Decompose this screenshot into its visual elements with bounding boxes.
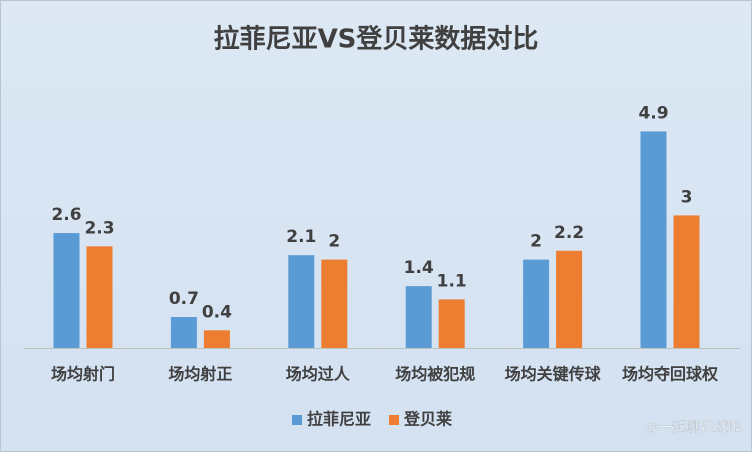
- bar: [86, 246, 113, 348]
- bar: [170, 317, 197, 348]
- bar: [53, 233, 80, 348]
- value-label: 1.4: [404, 258, 434, 278]
- value-label: 2.6: [51, 205, 81, 225]
- chart-title: 拉菲尼亚VS登贝莱数据对比: [214, 24, 539, 55]
- legend-label: 登贝莱: [403, 410, 452, 429]
- x-tick-label: 场均关键传球: [505, 365, 602, 384]
- bar: [523, 259, 550, 348]
- x-tick-label: 场均被犯规: [395, 365, 475, 384]
- bar: [405, 286, 432, 348]
- legend-swatch: [389, 415, 400, 425]
- x-tick-label: 场均射正: [168, 365, 232, 384]
- value-label: 1.1: [437, 271, 467, 291]
- bar: [288, 255, 315, 348]
- value-label: 0.4: [202, 302, 232, 322]
- value-label: 3: [681, 187, 693, 207]
- bar: [640, 131, 667, 348]
- x-tick-label: 场均夺回球权: [622, 365, 719, 384]
- bar: [321, 259, 348, 348]
- bar: [438, 299, 465, 348]
- value-label: 2: [530, 232, 542, 252]
- x-tick-label: 场均过人: [286, 365, 351, 384]
- value-label: 2.1: [286, 227, 316, 247]
- bar: [203, 330, 230, 348]
- x-tick-label: 场均射门: [51, 365, 115, 384]
- value-label: 0.7: [169, 289, 199, 309]
- bar: [673, 215, 700, 348]
- watermark: @一起聊足球吧: [644, 420, 742, 436]
- value-label: 2.2: [554, 223, 584, 243]
- value-label: 2.3: [84, 218, 114, 238]
- legend-swatch: [292, 415, 302, 425]
- bar: [556, 250, 583, 348]
- legend-label: 拉菲尼亚: [307, 410, 371, 429]
- value-label: 4.9: [638, 103, 668, 123]
- value-label: 2: [328, 232, 340, 252]
